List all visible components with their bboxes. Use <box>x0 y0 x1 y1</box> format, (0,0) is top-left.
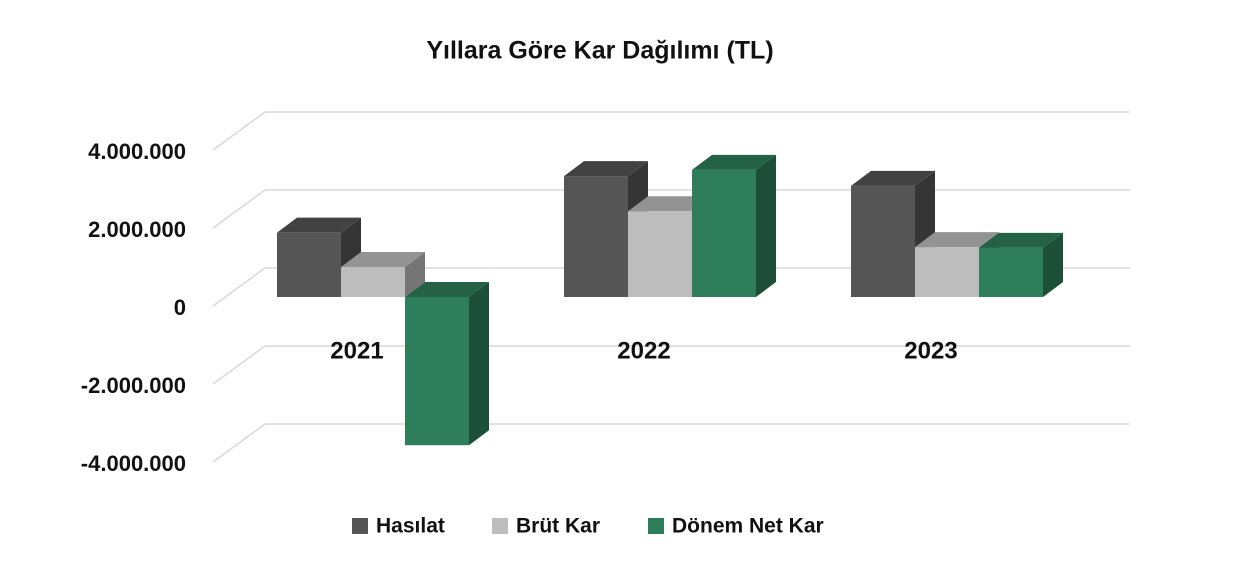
bar <box>564 176 628 297</box>
bar <box>692 169 756 297</box>
bar <box>915 247 979 297</box>
bar <box>277 232 341 297</box>
bar-top <box>851 170 935 186</box>
legend-swatch <box>492 518 508 534</box>
x-tick-label: 2022 <box>617 337 670 364</box>
grid-line <box>212 423 1130 463</box>
bar <box>851 185 915 297</box>
bar <box>341 266 405 297</box>
x-tick-label: 2021 <box>330 337 383 364</box>
bar-top <box>564 161 648 177</box>
bar-side <box>469 282 489 446</box>
x-tick-label: 2023 <box>904 337 957 364</box>
bar-top <box>979 232 1063 248</box>
bar-top <box>341 251 425 267</box>
bar-top <box>628 196 712 212</box>
grid-line <box>212 189 1130 229</box>
legend-label: Dönem Net Kar <box>672 515 824 538</box>
bar-side <box>405 251 425 297</box>
grid-line <box>212 267 1130 307</box>
grid-line <box>212 345 1130 385</box>
bar <box>405 297 469 446</box>
y-tick-label: -2.000.000 <box>81 373 186 398</box>
bar <box>628 211 692 297</box>
y-tick-label: 0 <box>174 295 186 320</box>
chart-title: Yıllara Göre Kar Dağılımı (TL) <box>426 37 773 65</box>
legend-swatch <box>352 518 368 534</box>
legend-label: Hasılat <box>376 515 445 538</box>
bar-side <box>756 154 776 297</box>
bar-side <box>1043 232 1063 297</box>
bar-top <box>692 154 776 170</box>
legend-swatch <box>648 518 664 534</box>
bar <box>979 247 1043 297</box>
grid-line <box>212 111 1130 151</box>
y-tick-label: 2.000.000 <box>88 217 186 242</box>
bar-top <box>405 282 489 297</box>
bar-top <box>915 232 999 248</box>
legend-label: Brüt Kar <box>516 515 600 538</box>
bar-top <box>277 217 361 233</box>
y-tick-label: 4.000.000 <box>88 139 186 164</box>
y-tick-label: -4.000.000 <box>81 451 186 476</box>
